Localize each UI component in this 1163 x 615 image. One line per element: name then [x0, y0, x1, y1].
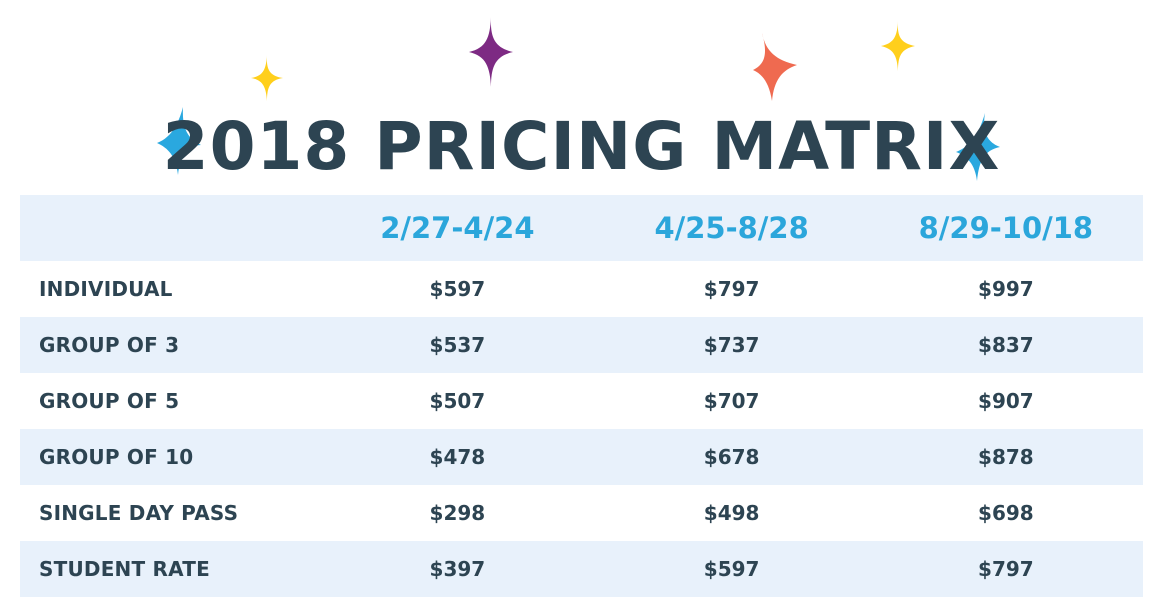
table-row: GROUP OF 10 $478 $678 $878: [20, 429, 1143, 485]
price-cell: $797: [868, 541, 1143, 597]
table-row: GROUP OF 3 $537 $737 $837: [20, 317, 1143, 373]
price-cell: $707: [594, 373, 869, 429]
row-label: INDIVIDUAL: [20, 261, 321, 317]
price-cell: $797: [594, 261, 869, 317]
table-header-corner: [20, 195, 321, 261]
price-cell: $597: [594, 541, 869, 597]
price-cell: $537: [320, 317, 595, 373]
price-cell: $907: [868, 373, 1143, 429]
column-header: 8/29-10/18: [868, 195, 1143, 261]
row-label: GROUP OF 5: [20, 373, 321, 429]
sparkle-coral-icon: [753, 33, 797, 101]
price-cell: $737: [594, 317, 869, 373]
column-header: 4/25-8/28: [594, 195, 869, 261]
sparkle-blue-icon: [956, 113, 1000, 181]
table-row: STUDENT RATE $397 $597 $797: [20, 541, 1143, 597]
table-row: GROUP OF 5 $507 $707 $907: [20, 373, 1143, 429]
price-cell: $997: [868, 261, 1143, 317]
price-cell: $678: [594, 429, 869, 485]
price-cell: $837: [868, 317, 1143, 373]
price-cell: $397: [320, 541, 595, 597]
price-cell: $597: [320, 261, 595, 317]
row-label: GROUP OF 3: [20, 317, 321, 373]
row-label: STUDENT RATE: [20, 541, 321, 597]
price-cell: $507: [320, 373, 595, 429]
page-title: 2018 PRICING MATRIX: [162, 108, 1001, 185]
price-cell: $478: [320, 429, 595, 485]
table-row: SINGLE DAY PASS $298 $498 $698: [20, 485, 1143, 541]
pricing-table: 2/27-4/24 4/25-8/28 8/29-10/18 INDIVIDUA…: [20, 195, 1143, 597]
sparkle-blue-icon: [157, 107, 201, 175]
table-header-row: 2/27-4/24 4/25-8/28 8/29-10/18: [20, 195, 1143, 261]
sparkle-yellow-icon: [881, 21, 915, 71]
sparkle-purple-icon: [469, 17, 513, 87]
price-cell: $878: [868, 429, 1143, 485]
price-cell: $698: [868, 485, 1143, 541]
price-cell: $298: [320, 485, 595, 541]
column-header: 2/27-4/24: [320, 195, 595, 261]
sparkle-yellow-icon: [251, 55, 283, 101]
row-label: GROUP OF 10: [20, 429, 321, 485]
table-row: INDIVIDUAL $597 $797 $997: [20, 261, 1143, 317]
price-cell: $498: [594, 485, 869, 541]
row-label: SINGLE DAY PASS: [20, 485, 321, 541]
